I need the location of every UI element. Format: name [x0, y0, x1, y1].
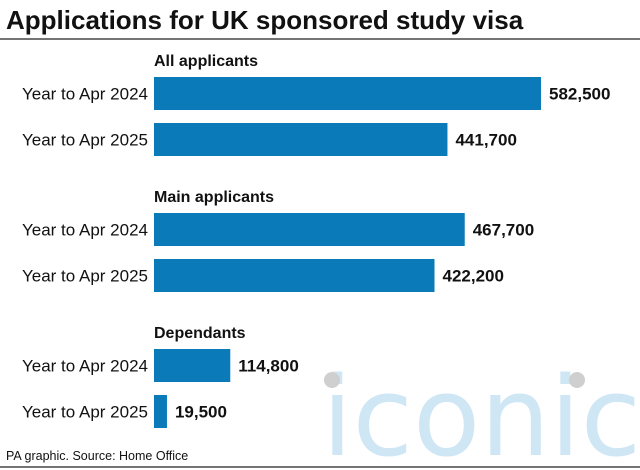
value-label: 582,500 — [549, 85, 610, 104]
category-label: Year to Apr 2024 — [22, 357, 148, 376]
bar — [154, 259, 435, 292]
value-label: 422,200 — [443, 267, 504, 286]
category-label: Year to Apr 2025 — [22, 403, 148, 422]
watermark-dot — [324, 372, 340, 388]
watermark-dot — [569, 372, 585, 388]
group-label: Main applicants — [154, 189, 274, 206]
group-label: Dependants — [154, 325, 246, 342]
value-label: 19,500 — [175, 403, 227, 422]
bar — [154, 395, 167, 428]
value-label: 467,700 — [473, 221, 534, 240]
source-note: PA graphic. Source: Home Office — [6, 449, 188, 463]
watermark-text: iconic — [322, 353, 640, 470]
bar — [154, 213, 465, 246]
iconic-watermark: iconic — [322, 353, 640, 470]
category-label: Year to Apr 2025 — [22, 267, 148, 286]
value-label: 441,700 — [455, 131, 516, 150]
group-label: All applicants — [154, 53, 258, 70]
category-label: Year to Apr 2025 — [22, 131, 148, 150]
bar — [154, 349, 231, 382]
category-label: Year to Apr 2024 — [22, 85, 148, 104]
bar — [154, 123, 448, 156]
bar — [154, 77, 541, 110]
bar-groups: All applicants Year to Apr 2024 582,500 Yea… — [22, 53, 610, 428]
chart-title: Applications for UK sponsored study visa — [6, 5, 524, 35]
category-label: Year to Apr 2024 — [22, 221, 148, 240]
value-label: 114,800 — [238, 357, 299, 376]
